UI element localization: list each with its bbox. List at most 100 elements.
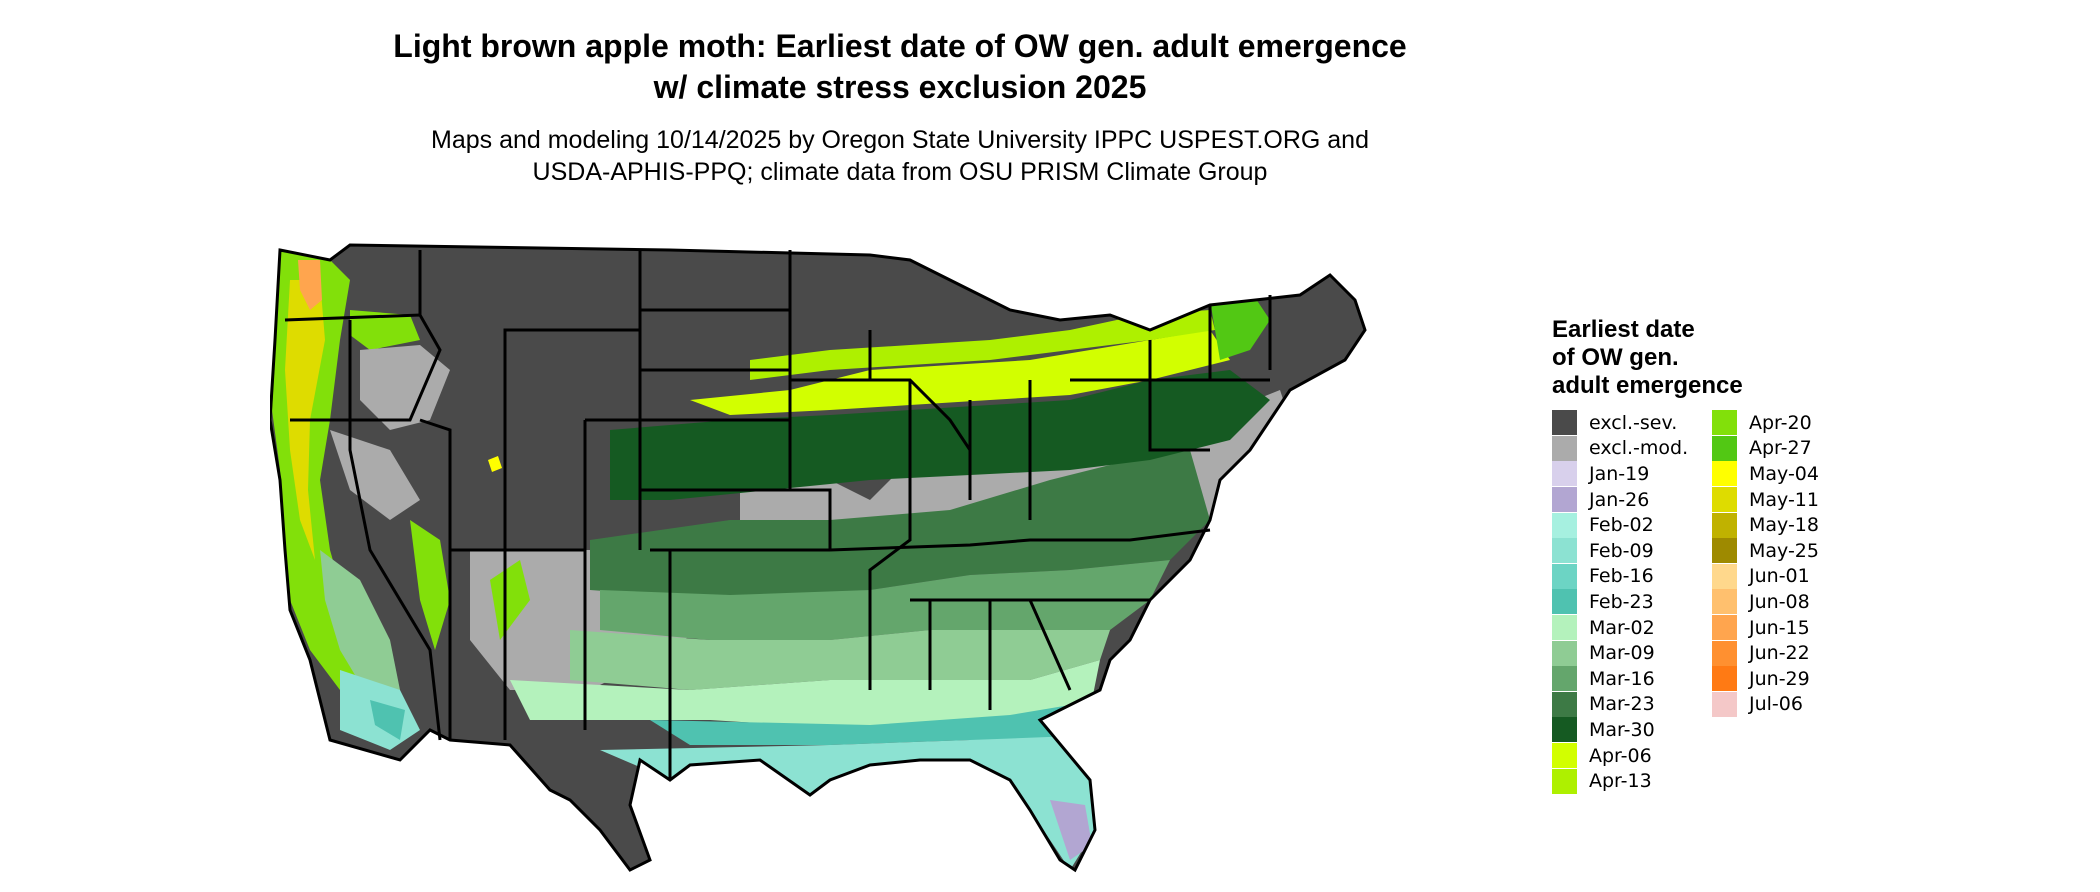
state-borders bbox=[270, 243, 1367, 873]
legend-swatch bbox=[1712, 538, 1737, 564]
zone-mountain-apr-20-2 bbox=[490, 560, 530, 640]
legend-swatch bbox=[1712, 589, 1737, 615]
legend-label: Mar-23 bbox=[1589, 693, 1655, 716]
legend-label: Jan-26 bbox=[1589, 488, 1650, 511]
legend-label: excl.-sev. bbox=[1589, 411, 1678, 434]
zone-mountain-apr-20-3 bbox=[350, 310, 420, 350]
legend-swatch bbox=[1712, 435, 1737, 461]
legend-label: May-18 bbox=[1749, 514, 1819, 537]
border-east-9 bbox=[1028, 599, 1072, 691]
legend-item: Mar-16 bbox=[1552, 666, 1688, 692]
legend-item: excl.-mod. bbox=[1552, 435, 1689, 462]
legend-item: May-04 bbox=[1712, 461, 1819, 487]
legend-item: Feb-02 bbox=[1552, 512, 1688, 538]
legend-item: Jun-01 bbox=[1712, 563, 1819, 590]
legend-item: May-18 bbox=[1712, 512, 1819, 538]
legend-label: Jun-29 bbox=[1749, 667, 1810, 690]
legend-title-line-1: Earliest date bbox=[1552, 316, 1695, 343]
legend-label: Mar-09 bbox=[1589, 642, 1655, 665]
border-east-12 bbox=[1148, 340, 1210, 452]
legend-swatch bbox=[1552, 563, 1577, 589]
legend-swatch bbox=[1552, 435, 1577, 461]
legend-label: Apr-20 bbox=[1749, 411, 1812, 434]
legend-item: Jun-29 bbox=[1712, 666, 1819, 692]
legend-label: May-04 bbox=[1749, 462, 1819, 485]
legend-swatch bbox=[1552, 743, 1577, 769]
legend-item: Mar-23 bbox=[1552, 691, 1688, 718]
legend-label: May-25 bbox=[1749, 539, 1819, 562]
legend-item: Feb-16 bbox=[1552, 563, 1688, 590]
legend-label: Jun-08 bbox=[1749, 590, 1810, 613]
legend-swatch bbox=[1712, 691, 1737, 717]
legend-label: Apr-27 bbox=[1749, 437, 1812, 460]
legend-label: Apr-13 bbox=[1589, 770, 1652, 793]
border-west-2 bbox=[348, 320, 442, 741]
legend-label: Jun-01 bbox=[1749, 565, 1810, 588]
map-title-line-1: Light brown apple moth: Earliest date of… bbox=[393, 28, 1407, 64]
map-subtitle: Maps and modeling 10/14/2025 by Oregon S… bbox=[0, 124, 1800, 188]
legend-item: May-11 bbox=[1712, 487, 1819, 513]
legend-label: Feb-23 bbox=[1589, 590, 1654, 613]
legend-item: Jul-06 bbox=[1712, 691, 1819, 718]
map-title-line-2: w/ climate stress exclusion 2025 bbox=[653, 69, 1147, 105]
zone-apr-13 bbox=[750, 310, 1215, 380]
border-east-4 bbox=[829, 528, 1211, 552]
legend-item: Apr-27 bbox=[1712, 435, 1819, 462]
zone-apr-06 bbox=[690, 330, 1230, 415]
legend-title-line-3: adult emergence bbox=[1552, 372, 1743, 399]
legend-label: Feb-09 bbox=[1589, 539, 1654, 562]
zone-mar-16 bbox=[600, 560, 1170, 640]
border-west-1 bbox=[284, 313, 442, 422]
legend-title-line-2: of OW gen. bbox=[1552, 344, 1679, 371]
zone-coast-mar-09 bbox=[320, 550, 400, 700]
zone-may-04-utah bbox=[488, 456, 502, 472]
zone-coast-feb-23 bbox=[370, 700, 405, 740]
legend-item: Jun-08 bbox=[1712, 589, 1819, 615]
legend-column-2: Apr-20 Apr-27 May-04 May-11 May-18 May-25 Jun-… bbox=[1712, 410, 1819, 717]
zone-jan-26 bbox=[1050, 800, 1092, 860]
legend-item: excl.-sev. bbox=[1552, 410, 1688, 436]
legend-item: Apr-13 bbox=[1552, 768, 1688, 794]
legend-item: Jun-15 bbox=[1712, 615, 1819, 641]
legend-swatch bbox=[1712, 487, 1737, 513]
border-east-1 bbox=[790, 378, 972, 451]
zone-coast-jun-15 bbox=[298, 260, 322, 310]
us-outline bbox=[270, 243, 1367, 873]
legend-swatch bbox=[1712, 640, 1737, 666]
zone-mar-09 bbox=[570, 630, 1110, 690]
legend-label: excl.-mod. bbox=[1589, 437, 1689, 460]
zone-mountain-apr-20-1 bbox=[410, 520, 450, 650]
legend-swatch bbox=[1712, 615, 1737, 641]
zone-mar-02 bbox=[510, 660, 1100, 730]
zone-apr-27 bbox=[1210, 290, 1270, 360]
legend-swatch bbox=[1712, 563, 1737, 589]
legend-item: Jan-26 bbox=[1552, 487, 1688, 513]
map-subtitle-line-2: USDA-APHIS-PPQ; climate data from OSU PR… bbox=[532, 158, 1268, 186]
legend-swatch bbox=[1552, 589, 1577, 615]
map-title: Light brown apple moth: Earliest date of… bbox=[0, 26, 1800, 108]
legend-swatch bbox=[1712, 410, 1737, 436]
zone-feb-23 bbox=[650, 700, 1100, 745]
legend-label: Feb-16 bbox=[1589, 565, 1654, 588]
legend-swatch bbox=[1552, 717, 1577, 743]
legend-item: Jun-22 bbox=[1712, 640, 1819, 666]
legend-item: Jan-19 bbox=[1552, 461, 1688, 487]
legend-swatch bbox=[1552, 691, 1577, 717]
legend-label: Mar-02 bbox=[1589, 616, 1655, 639]
legend-label: Jan-19 bbox=[1589, 462, 1650, 485]
us-emergence-map bbox=[270, 243, 1367, 873]
zone-mar-30 bbox=[610, 370, 1270, 500]
zone-mar-23 bbox=[590, 450, 1210, 600]
legend-swatch bbox=[1712, 461, 1737, 487]
legend-label: Jun-22 bbox=[1749, 642, 1810, 665]
legend-item: Apr-20 bbox=[1712, 410, 1819, 436]
legend-item: Feb-09 bbox=[1552, 538, 1688, 564]
legend-swatch bbox=[1552, 640, 1577, 666]
border-east-3 bbox=[868, 380, 912, 690]
legend-label: May-11 bbox=[1749, 488, 1819, 511]
zone-excl-mod-northwest bbox=[360, 345, 450, 430]
legend-item: Feb-23 bbox=[1552, 589, 1688, 615]
legend-swatch bbox=[1712, 512, 1737, 538]
map-subtitle-line-1: Maps and modeling 10/14/2025 by Oregon S… bbox=[431, 126, 1369, 154]
legend-swatch bbox=[1552, 666, 1577, 692]
